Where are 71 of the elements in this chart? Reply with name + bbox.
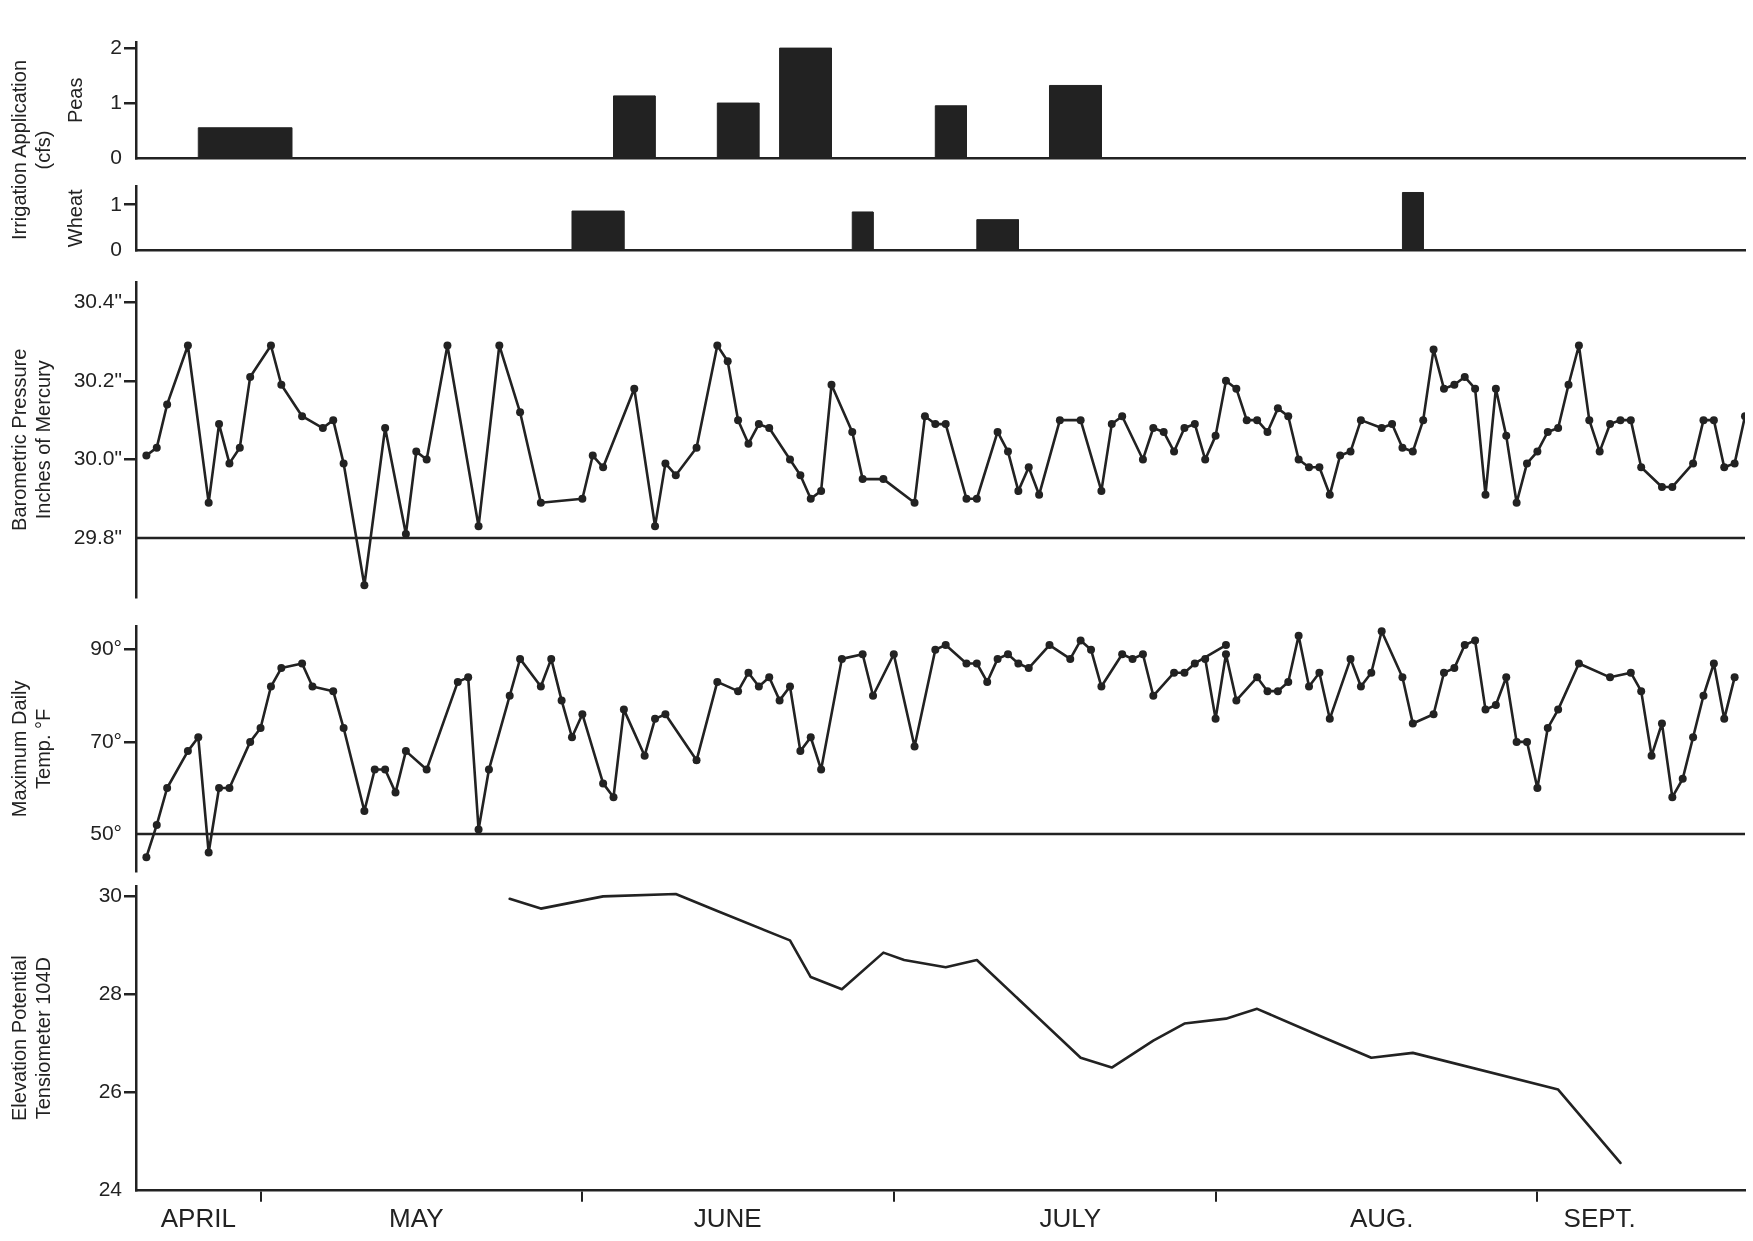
point bbox=[1533, 784, 1542, 792]
x-tick-label: JUNE bbox=[693, 1202, 762, 1233]
y-tick-label: 1 bbox=[110, 191, 122, 215]
point bbox=[1502, 673, 1511, 682]
y-tick-label: 90° bbox=[90, 636, 122, 660]
point bbox=[1429, 710, 1438, 719]
point bbox=[1730, 673, 1739, 682]
point bbox=[1606, 673, 1615, 682]
y-axis-title: Elevation Potential Tensiometer 104D bbox=[7, 955, 54, 1122]
y-tick-label: 30 bbox=[98, 883, 122, 907]
point bbox=[1232, 696, 1241, 705]
point bbox=[1356, 682, 1365, 691]
text: Irrigation Application (cfs) bbox=[7, 58, 55, 243]
x-tick-label: JULY bbox=[1039, 1202, 1102, 1233]
point bbox=[1709, 659, 1718, 668]
point bbox=[1481, 705, 1490, 714]
x-tick-label: SEPT. bbox=[1563, 1202, 1636, 1233]
point bbox=[1450, 664, 1459, 673]
point bbox=[1325, 714, 1334, 723]
point bbox=[1626, 668, 1635, 677]
point bbox=[1377, 627, 1386, 636]
point bbox=[1367, 668, 1376, 677]
y-tick-label: 26 bbox=[98, 1078, 122, 1102]
point bbox=[1398, 673, 1407, 682]
y-axis-title: Wheat bbox=[63, 188, 86, 248]
y-tick-label: 2 bbox=[110, 34, 122, 58]
point bbox=[1460, 641, 1469, 650]
point bbox=[1273, 687, 1282, 696]
point bbox=[1523, 737, 1532, 746]
point bbox=[1439, 668, 1448, 677]
point bbox=[1543, 724, 1552, 733]
point bbox=[1263, 687, 1272, 696]
point bbox=[1346, 654, 1355, 663]
point bbox=[1315, 668, 1324, 677]
point bbox=[1657, 719, 1666, 728]
point bbox=[1512, 737, 1521, 746]
point bbox=[1221, 650, 1230, 659]
point bbox=[1294, 631, 1303, 640]
point bbox=[1574, 659, 1583, 668]
point bbox=[1647, 751, 1656, 760]
point bbox=[1253, 673, 1262, 682]
x-tick-label: AUG. bbox=[1349, 1202, 1414, 1233]
y-tick-label: 30.4" bbox=[73, 289, 122, 313]
y-axis-title: Barometric Pressure Inches of Mercury bbox=[7, 348, 54, 531]
y-tick-label: 0 bbox=[110, 144, 122, 168]
point bbox=[1471, 636, 1480, 645]
y-tick-label: 28 bbox=[98, 980, 122, 1004]
point bbox=[1689, 733, 1698, 742]
point bbox=[1408, 719, 1417, 728]
point bbox=[1699, 691, 1708, 700]
point bbox=[1211, 714, 1220, 723]
y-tick-label: 50° bbox=[90, 820, 122, 844]
point bbox=[1720, 714, 1729, 723]
point bbox=[1305, 682, 1314, 691]
x-tick-label: APRIL bbox=[160, 1202, 236, 1233]
y-tick-label: 30.2" bbox=[73, 367, 122, 391]
y-tick-label: 29.8" bbox=[73, 524, 122, 548]
point bbox=[1637, 687, 1646, 696]
y-axis-title: Maximum Daily Temp. °F bbox=[7, 680, 54, 818]
y-tick-label: 70° bbox=[90, 728, 122, 752]
y-tick-label: 30.0" bbox=[73, 446, 122, 470]
point bbox=[1678, 774, 1687, 783]
point bbox=[1284, 677, 1293, 686]
y-axis-title: Peas bbox=[63, 77, 86, 124]
y-tick-label: 1 bbox=[110, 89, 122, 113]
point bbox=[1668, 793, 1677, 802]
y-tick-label: 0 bbox=[110, 236, 122, 260]
x-tick-label: MAY bbox=[389, 1202, 444, 1233]
y-tick-label: 24 bbox=[98, 1176, 123, 1200]
point bbox=[1491, 700, 1500, 709]
point bbox=[1554, 705, 1563, 714]
